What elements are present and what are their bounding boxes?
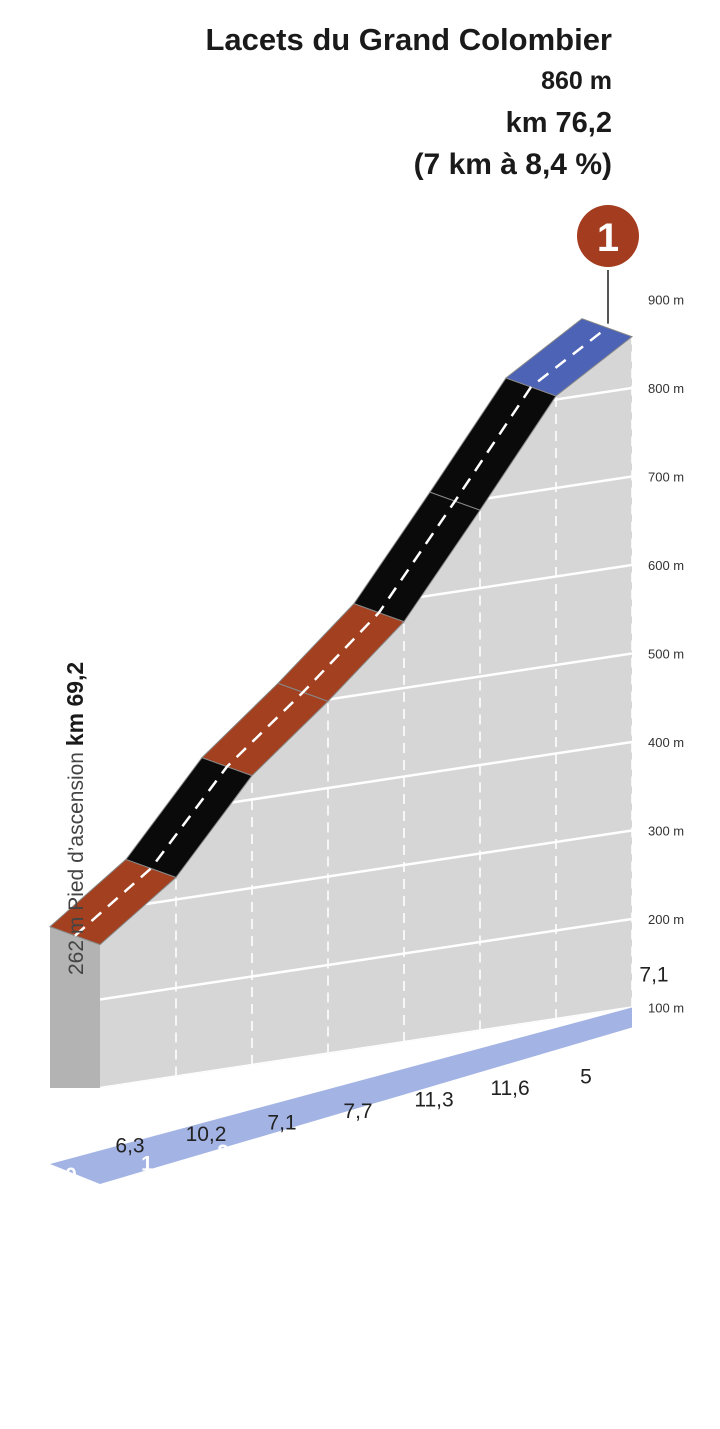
y-tick-label: 300 m (648, 824, 684, 839)
y-tick-label: 800 m (648, 381, 684, 396)
climb-stats: (7 km à 8,4 %) (413, 148, 612, 181)
ribbon-centre-line (74, 326, 608, 937)
segment-grade-label: 7,1 (639, 964, 668, 987)
y-tick-label: 900 m (648, 293, 684, 308)
km-tick-label: 2 (217, 1141, 229, 1164)
start-km-text: km 69,2 (62, 661, 88, 747)
gradient-segment (504, 318, 634, 397)
segment-grade-label: 10,2 (186, 1123, 227, 1146)
summit-km: km 76,2 (505, 107, 612, 139)
gradient-strip (49, 318, 634, 946)
km-tick-label: 0 (65, 1164, 77, 1187)
segment-grade-label: 5 (580, 1065, 592, 1088)
y-tick-label: 500 m (648, 647, 684, 662)
segment-grade-label: 11,6 (490, 1077, 529, 1100)
km-tick-label: 3 (293, 1130, 305, 1153)
segment-grade-label: 11,3 (414, 1088, 453, 1111)
y-tick-label: 600 m (648, 558, 684, 573)
marker-label: 1 (597, 216, 619, 260)
km-tick-label: 6 (521, 1095, 533, 1118)
climb-title: Lacets du Grand Colombier (205, 22, 612, 57)
km-tick-label: 4 (369, 1118, 381, 1141)
y-tick-label: 100 m (648, 1001, 684, 1016)
profile-side-face (50, 926, 100, 1088)
segment-grade-label: 7,1 (267, 1111, 296, 1134)
profile-body (50, 336, 633, 1184)
start-altitude-text: 262 m Pied d’ascension (65, 746, 88, 975)
grid-line-300 (100, 829, 632, 913)
y-tick-label: 700 m (648, 470, 684, 485)
segment-grade-label: 6,3 (115, 1134, 144, 1157)
summit-altitude: 860 m (541, 67, 612, 95)
segment-grade-label: 7,7 (343, 1100, 372, 1123)
km-tick-label: 1 (141, 1153, 153, 1176)
profile-area (100, 336, 632, 1088)
marker-badge (577, 205, 639, 267)
km-tick-label: 5 (445, 1107, 457, 1130)
grid-line-200 (100, 917, 632, 1001)
summit-marker: 1 (577, 205, 639, 324)
y-tick-label: 200 m (648, 912, 684, 927)
label-layer: 100 m 200 m 300 m 400 m 500 m 600 m 700 m 800 m… (65, 293, 684, 1188)
start-label: 262 m Pied d’ascension km 69,2 (62, 662, 89, 975)
distance-band (50, 1007, 632, 1184)
y-tick-label: 400 m (648, 735, 684, 750)
